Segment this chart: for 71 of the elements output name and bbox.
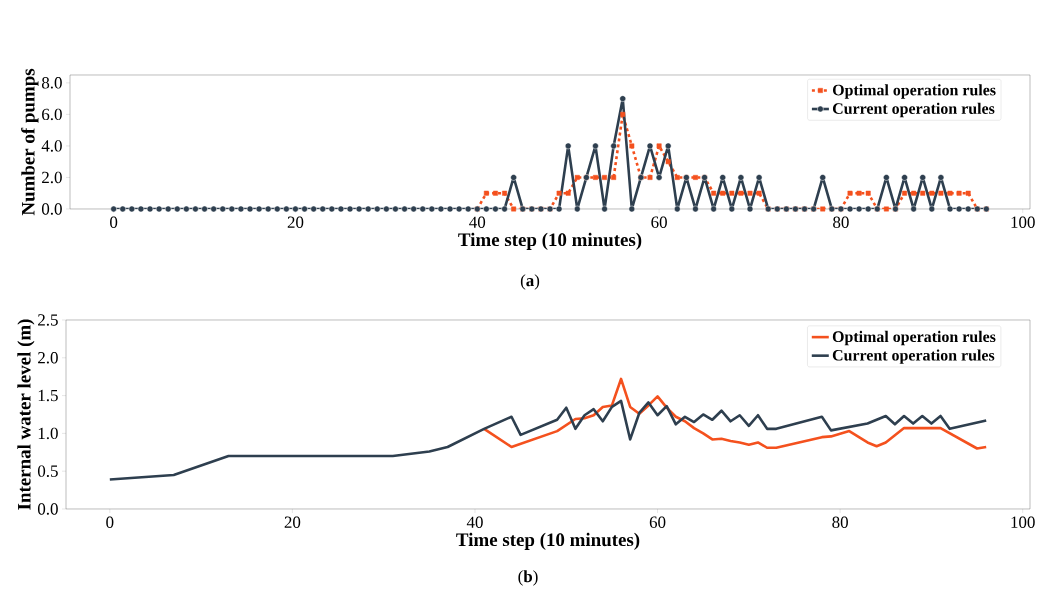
y-tick-label: 0.5 bbox=[37, 465, 58, 477]
point bbox=[847, 190, 853, 196]
point bbox=[602, 175, 608, 180]
x-tick-label: 20 bbox=[287, 216, 304, 228]
point bbox=[883, 206, 889, 212]
point bbox=[629, 143, 635, 149]
x-axis-title: Time step (10 minutes) bbox=[456, 532, 640, 550]
x-tick-label: 0 bbox=[106, 516, 114, 528]
y-axis-title: Number of pumps bbox=[21, 68, 39, 216]
point bbox=[565, 190, 571, 196]
text: (b) bbox=[518, 570, 538, 586]
y-axis-title: Internal water level (m) bbox=[17, 319, 35, 510]
y-tick-label: 4.0 bbox=[41, 140, 62, 152]
y-tick-label: 2.0 bbox=[38, 352, 58, 364]
text: (a) bbox=[520, 274, 540, 290]
point bbox=[856, 190, 862, 196]
point bbox=[747, 190, 753, 196]
point bbox=[938, 190, 944, 196]
point bbox=[574, 175, 580, 180]
y-tick-label: 8.0 bbox=[41, 77, 62, 89]
y-tick-label: 2.0 bbox=[42, 171, 62, 184]
point bbox=[711, 190, 717, 196]
point bbox=[911, 190, 917, 196]
x-tick-label: 100 bbox=[1011, 516, 1035, 528]
y-tick-label: 0.0 bbox=[37, 503, 58, 515]
x-tick-label: 20 bbox=[284, 516, 301, 528]
point bbox=[593, 175, 598, 180]
point bbox=[647, 175, 653, 180]
line-series bbox=[482, 377, 988, 450]
y-tick-label: 0.0 bbox=[41, 203, 62, 215]
x-tick-label: 80 bbox=[832, 516, 848, 528]
x-tick-label: 100 bbox=[1011, 216, 1035, 228]
point bbox=[947, 190, 953, 196]
legend-label: Optimal operation rules bbox=[832, 84, 996, 99]
point bbox=[620, 111, 626, 117]
point bbox=[729, 190, 735, 196]
legend-label: Current operation rules bbox=[832, 349, 995, 364]
point bbox=[720, 190, 726, 196]
point bbox=[865, 190, 871, 196]
y-tick-label: 6.0 bbox=[42, 108, 62, 121]
point bbox=[929, 190, 935, 196]
point bbox=[674, 175, 680, 180]
point bbox=[502, 190, 508, 196]
point bbox=[493, 190, 498, 196]
legend-label: Optimal operation rules bbox=[832, 330, 996, 346]
point bbox=[656, 143, 662, 149]
x-tick-label: 40 bbox=[466, 516, 483, 528]
y-tick-label: 1.5 bbox=[38, 389, 58, 402]
x-axis-title: Time step (10 minutes) bbox=[458, 232, 642, 250]
y-tick-label: 1.0 bbox=[38, 427, 58, 440]
legend-label: Current operation rules bbox=[832, 102, 995, 118]
point bbox=[556, 190, 562, 196]
point bbox=[511, 206, 517, 212]
point bbox=[693, 175, 698, 180]
x-tick-label: 0 bbox=[110, 216, 118, 228]
x-tick-label: 60 bbox=[649, 516, 666, 528]
x-tick-label: 80 bbox=[833, 216, 849, 228]
point bbox=[820, 206, 826, 212]
point bbox=[483, 190, 489, 196]
point bbox=[756, 190, 762, 196]
point bbox=[611, 175, 617, 180]
point bbox=[902, 190, 908, 196]
point bbox=[956, 190, 962, 196]
point bbox=[965, 190, 971, 196]
point bbox=[920, 190, 926, 196]
x-tick-label: 60 bbox=[651, 216, 667, 228]
point bbox=[665, 159, 671, 165]
line-series bbox=[108, 399, 988, 481]
x-tick-label: 40 bbox=[469, 216, 486, 228]
y-tick-label: 2.5 bbox=[38, 314, 58, 326]
point bbox=[738, 190, 744, 196]
